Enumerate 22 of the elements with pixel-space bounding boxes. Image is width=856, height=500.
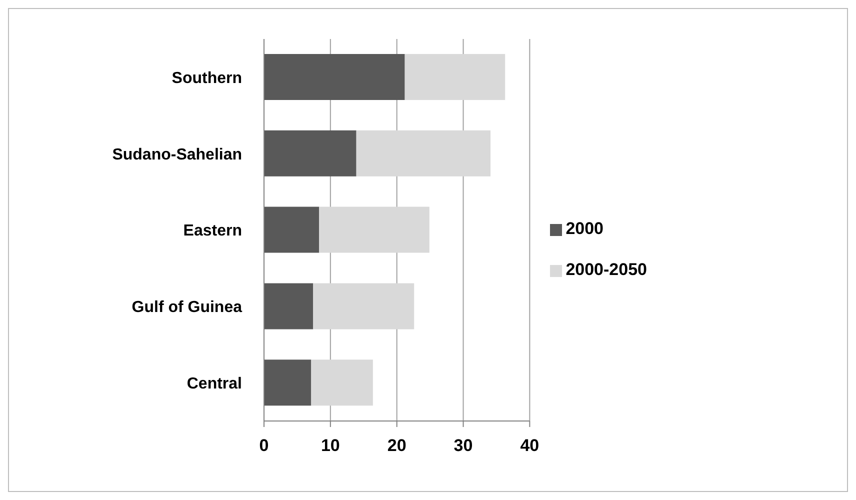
bar: [264, 360, 312, 406]
bar: [264, 130, 356, 176]
y-tick-label: Gulf of Guinea: [132, 299, 242, 316]
x-tick-label: 30: [454, 436, 473, 456]
x-tick-label: 0: [259, 436, 269, 456]
legend-label: 2000-2050: [566, 260, 647, 279]
y-tick-label: Sudano-Sahelian: [112, 146, 242, 164]
bar: [313, 283, 414, 330]
legend-label: 2000: [566, 219, 604, 238]
y-tick-label: Central: [186, 375, 242, 392]
bar: [319, 206, 430, 253]
bar: [404, 54, 506, 100]
bar: [356, 130, 490, 176]
x-tick-label: 20: [387, 436, 406, 456]
x-tick-label: 10: [320, 436, 340, 456]
y-tick-label: Southern: [172, 70, 242, 87]
bar: [264, 206, 320, 253]
y-tick-label: Eastern: [183, 222, 242, 240]
bar: [264, 54, 405, 100]
bar: [311, 360, 373, 406]
bar: [264, 283, 314, 330]
x-tick-label: 40: [520, 436, 540, 456]
